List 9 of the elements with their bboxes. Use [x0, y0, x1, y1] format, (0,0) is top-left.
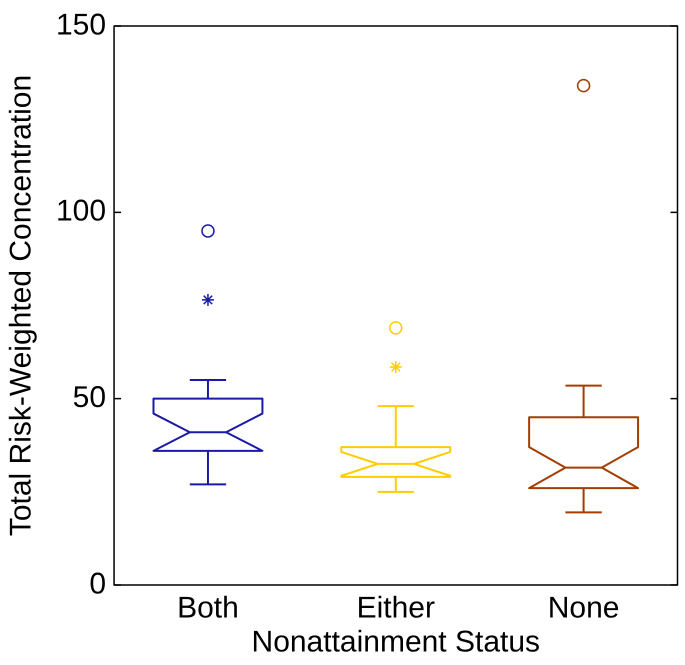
- x-axis-title: Nonattainment Status: [252, 625, 540, 658]
- x-tick-label: Both: [177, 591, 239, 624]
- y-tick-label: 0: [89, 567, 106, 600]
- y-tick-label: 150: [56, 8, 106, 42]
- y-axis-title: Total Risk-Weighted Concentration: [4, 74, 38, 536]
- x-tick-label: Either: [356, 591, 435, 624]
- y-tick-label: 50: [72, 380, 106, 414]
- y-tick-label: 100: [56, 194, 106, 228]
- x-tick-label: None: [548, 591, 620, 624]
